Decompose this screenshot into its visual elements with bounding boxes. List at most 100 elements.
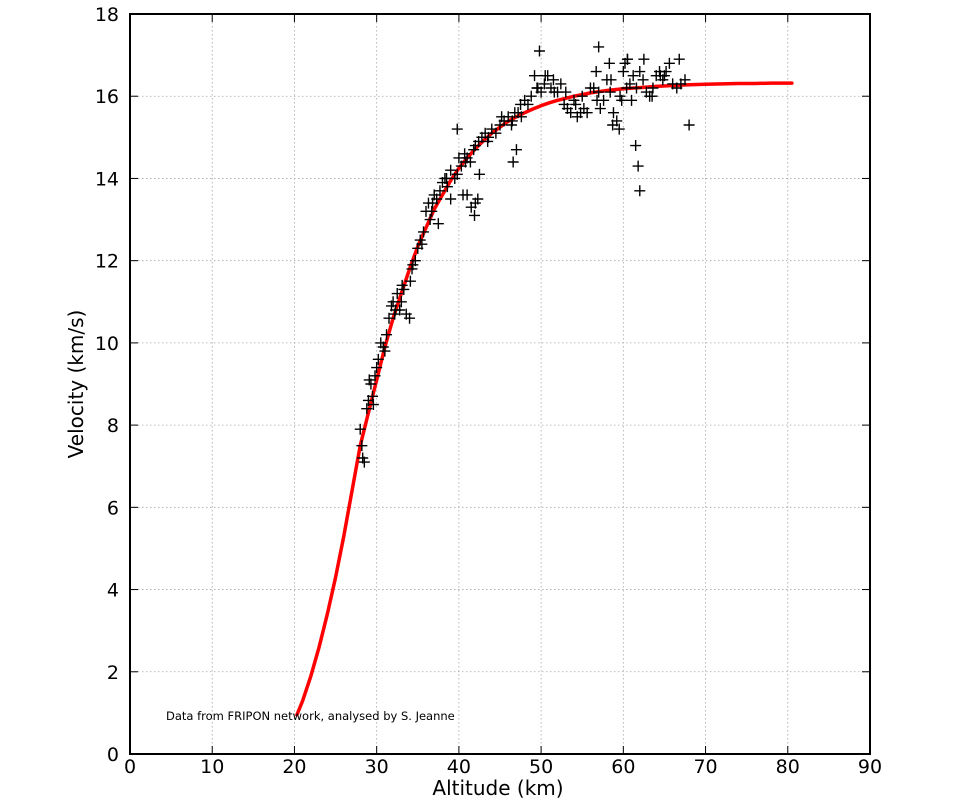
data-point xyxy=(441,172,453,184)
data-point xyxy=(434,185,446,197)
data-point xyxy=(593,41,605,53)
x-tick-label: 80 xyxy=(776,756,800,778)
data-point xyxy=(445,164,457,176)
data-point xyxy=(594,103,606,115)
data-point xyxy=(356,440,368,452)
data-point xyxy=(407,259,419,271)
y-tick-labels: 0 2 4 6 8 10 12 14 16 18 xyxy=(95,4,119,766)
data-point xyxy=(630,140,642,152)
data-point xyxy=(630,82,642,94)
y-tick-label: 18 xyxy=(95,4,119,26)
data-point xyxy=(646,90,658,102)
plot-frame xyxy=(129,13,871,755)
data-point xyxy=(581,107,593,119)
data-point xyxy=(367,390,379,402)
data-point xyxy=(427,197,439,209)
x-tick-label: 10 xyxy=(200,756,224,778)
y-tick-label: 6 xyxy=(107,497,119,519)
y-tick-label: 12 xyxy=(95,251,119,273)
data-point xyxy=(371,362,383,374)
data-point xyxy=(605,74,617,86)
data-point xyxy=(547,74,559,86)
y-tick-label: 16 xyxy=(95,86,119,108)
data-point xyxy=(617,66,629,78)
x-tick-label: 40 xyxy=(447,756,471,778)
y-tick-label: 8 xyxy=(107,415,119,437)
y-tick-label: 2 xyxy=(107,662,119,684)
data-point xyxy=(654,70,666,82)
x-tick-label: 70 xyxy=(693,756,717,778)
x-tick-label: 20 xyxy=(282,756,306,778)
data-point xyxy=(637,74,649,86)
data-point xyxy=(607,119,619,131)
x-tick-label: 90 xyxy=(858,756,882,778)
data-point xyxy=(626,94,638,106)
x-tick-label: 30 xyxy=(365,756,389,778)
data-point xyxy=(418,226,430,238)
data-point xyxy=(616,94,628,106)
data-point xyxy=(533,45,545,57)
data-point xyxy=(383,312,395,324)
x-tick-label: 60 xyxy=(611,756,635,778)
data-point xyxy=(565,107,577,119)
data-point xyxy=(416,238,428,250)
data-point xyxy=(647,82,659,94)
data-points-layer xyxy=(354,41,695,468)
data-point xyxy=(613,123,625,135)
data-point xyxy=(593,86,605,98)
data-point xyxy=(598,94,610,106)
data-point xyxy=(395,296,407,308)
y-tick-label: 4 xyxy=(107,580,119,602)
data-point xyxy=(538,78,550,90)
data-point xyxy=(381,329,393,341)
data-point xyxy=(394,304,406,316)
data-point xyxy=(632,160,644,172)
data-point xyxy=(576,90,588,102)
data-point xyxy=(510,144,522,156)
data-point xyxy=(404,312,416,324)
y-tick-label: 0 xyxy=(107,744,119,766)
data-point xyxy=(354,423,366,435)
data-point xyxy=(634,185,646,197)
data-point xyxy=(624,78,636,90)
x-axis-title: Altitude (km) xyxy=(432,776,563,800)
data-point xyxy=(473,168,485,180)
data-source-annotation: Data from FRIPON network, analysed by S.… xyxy=(166,709,455,723)
data-point xyxy=(679,74,691,86)
data-point xyxy=(461,189,473,201)
data-point xyxy=(451,123,463,135)
data-point xyxy=(621,53,633,65)
data-point xyxy=(482,135,494,147)
data-point xyxy=(441,181,453,193)
data-point xyxy=(507,156,519,168)
data-point xyxy=(369,370,381,382)
data-point xyxy=(529,70,541,82)
x-tick-label: 0 xyxy=(124,756,136,778)
data-point xyxy=(506,115,518,127)
data-point xyxy=(531,82,543,94)
data-point xyxy=(673,53,685,65)
data-point xyxy=(432,218,444,230)
data-point xyxy=(683,119,695,131)
data-point xyxy=(426,205,438,217)
data-point xyxy=(638,53,650,65)
data-point xyxy=(515,111,527,123)
grid xyxy=(130,14,870,754)
x-tick-labels: 0 10 20 30 40 50 60 70 80 90 xyxy=(124,756,882,778)
data-point xyxy=(607,107,619,119)
data-point xyxy=(396,279,408,291)
data-point xyxy=(469,197,481,209)
fit-curve xyxy=(295,81,794,717)
data-point xyxy=(451,168,463,180)
data-point xyxy=(604,86,616,98)
x-tick-label: 50 xyxy=(529,756,553,778)
data-point xyxy=(627,70,639,82)
y-tick-label: 10 xyxy=(95,333,119,355)
data-point xyxy=(634,66,646,78)
data-point xyxy=(391,288,403,300)
data-point xyxy=(603,57,615,69)
data-point xyxy=(496,111,508,123)
y-tick-label: 14 xyxy=(95,168,119,190)
data-point xyxy=(555,78,567,90)
